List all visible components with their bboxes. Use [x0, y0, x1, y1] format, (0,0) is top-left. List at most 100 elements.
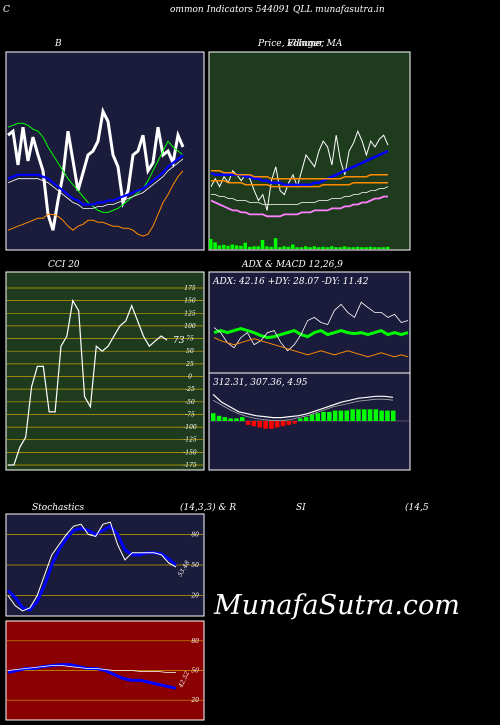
volume-bar — [256, 246, 260, 249]
cci-tick-label: -75 — [185, 411, 195, 418]
volume-bar — [213, 242, 217, 250]
stochastics-params: (14,3,3) & R — [180, 502, 236, 513]
macd-histogram-bar — [391, 410, 396, 421]
cci-gridlines: 175 150 125 100 75 50 25 0 -25 -50 -75 -100 -125 -150… — [7, 285, 203, 469]
bollinger-series — [7, 106, 185, 237]
stochastics-tick-label: 20 — [190, 593, 199, 600]
stochastics-tick-label: 50 — [191, 562, 199, 569]
volume-bar — [291, 244, 295, 249]
price-ma-band_orange_top-line — [211, 170, 388, 180]
volume-bar — [273, 238, 278, 249]
volume-bar — [226, 245, 230, 249]
macd-histogram-bar — [385, 410, 390, 421]
cci-tick-label: 150 — [184, 298, 196, 305]
volume-bar — [234, 245, 239, 249]
macd-histogram-bar — [350, 409, 355, 421]
volume-bar — [260, 240, 265, 249]
macd-histogram-bar — [216, 415, 222, 421]
macd-panel — [208, 372, 411, 471]
macd-signal-line — [212, 398, 394, 421]
volume-bar — [351, 247, 355, 249]
macd-histogram-bar — [257, 421, 262, 428]
volume-bar — [329, 246, 334, 249]
macd-line — [212, 393, 394, 419]
macd-histogram-bar — [211, 413, 216, 421]
cci-tick-label: 50 — [186, 348, 194, 355]
cci-line — [8, 298, 168, 466]
cci-tick-label: 0 — [188, 374, 192, 381]
volume-bar — [286, 246, 291, 250]
macd-histogram-bar — [274, 421, 280, 428]
volume-bar — [386, 246, 390, 250]
macd-histogram-bar — [379, 410, 384, 421]
price-ma-title: Price, Volume, MA — [257, 39, 343, 49]
rsi-tick-label: 50 — [191, 668, 199, 675]
page-header: ommon Indicators 544091 QLL munafasutra.… — [170, 5, 385, 15]
adx-adx_green-line — [213, 327, 409, 340]
volume-bar — [278, 247, 282, 249]
volume-bar — [282, 246, 286, 249]
volume-bar — [338, 247, 342, 249]
macd-series — [210, 393, 409, 429]
macd-histogram-bar — [338, 410, 344, 421]
macd-histogram-bar — [292, 421, 297, 424]
bollinger-title: B — [54, 39, 62, 49]
volume-bar — [373, 247, 377, 249]
volume-bar — [360, 247, 364, 249]
adx-plus_dy_white-line — [213, 301, 409, 352]
macd-histogram-bar — [367, 409, 373, 421]
price-ma-series — [209, 129, 390, 250]
cci-tick-label: 125 — [184, 310, 196, 317]
cci-tick-label: 25 — [185, 361, 194, 368]
macd-histogram-bar — [327, 411, 332, 421]
volume-bar — [222, 244, 226, 249]
volume-bar — [368, 246, 373, 250]
adx-minus_dy_orange-line — [213, 337, 409, 358]
volume-bar — [217, 245, 222, 249]
macd-histogram-bar — [280, 421, 286, 427]
macd-histogram-bar — [321, 411, 326, 421]
adx-panel — [208, 271, 411, 374]
cci-tick-label: -50 — [185, 399, 195, 406]
macd-histogram-bar — [228, 418, 233, 421]
macd-histogram-bar — [344, 410, 349, 421]
cci-title: CCI 20 — [48, 260, 80, 270]
volume-bar — [312, 246, 317, 249]
macd-histogram-bar — [315, 413, 320, 421]
rsi-params: (14,5 — [405, 502, 429, 513]
volume-bar — [342, 246, 347, 249]
bollinger-mid2-line — [7, 158, 184, 209]
macd-histogram-bar — [251, 421, 257, 427]
volume-bar — [299, 247, 304, 249]
macd-histogram-bar — [373, 409, 379, 421]
volume-bar — [247, 246, 252, 250]
cci-series: 73 — [8, 298, 185, 466]
macd-histogram-bar — [222, 417, 228, 421]
volume-bar — [347, 247, 351, 249]
stochastics-k-line — [7, 521, 177, 612]
cci-tick-label: -100 — [183, 424, 197, 431]
macd-histogram-bar — [332, 410, 338, 421]
macd-histogram-bar — [298, 418, 303, 421]
macd-histogram-bar — [240, 417, 245, 421]
volume-bar — [355, 246, 360, 250]
adx-values-label: ADX: 42.16 +DY: 28.07 -DY: 11.42 — [212, 277, 369, 287]
cci-tick-label: -175 — [183, 462, 197, 469]
rsi-signal-line — [7, 665, 176, 673]
volume-bar — [321, 246, 325, 250]
cci-tick-label: 100 — [184, 323, 196, 330]
stochastics-title: Stochastics — [32, 503, 85, 513]
volume-bar — [325, 247, 330, 249]
macd-histogram-bar — [362, 409, 367, 421]
volume-bar — [230, 244, 235, 249]
stochastics-tick-label: 80 — [191, 531, 199, 538]
macd-histogram-bar — [269, 421, 274, 429]
bollinger-upper-line — [7, 122, 184, 213]
volume-bar — [304, 246, 308, 249]
macd-histogram-bar — [309, 414, 315, 421]
volume-bar — [243, 242, 247, 249]
price-ma-ma_white_low-line — [211, 186, 389, 205]
cci-tick-label: 75 — [186, 336, 194, 343]
volume-bar — [239, 245, 243, 249]
